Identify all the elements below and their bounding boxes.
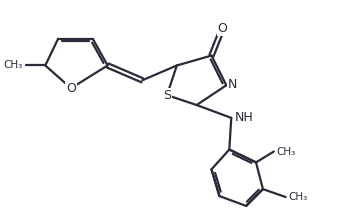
Text: O: O [217,22,227,35]
Text: CH₃: CH₃ [3,60,22,71]
Text: CH₃: CH₃ [277,147,296,157]
Text: N: N [228,78,237,91]
Text: S: S [163,89,171,102]
Text: NH: NH [234,111,253,124]
Text: O: O [66,82,76,95]
Text: CH₃: CH₃ [289,192,308,202]
